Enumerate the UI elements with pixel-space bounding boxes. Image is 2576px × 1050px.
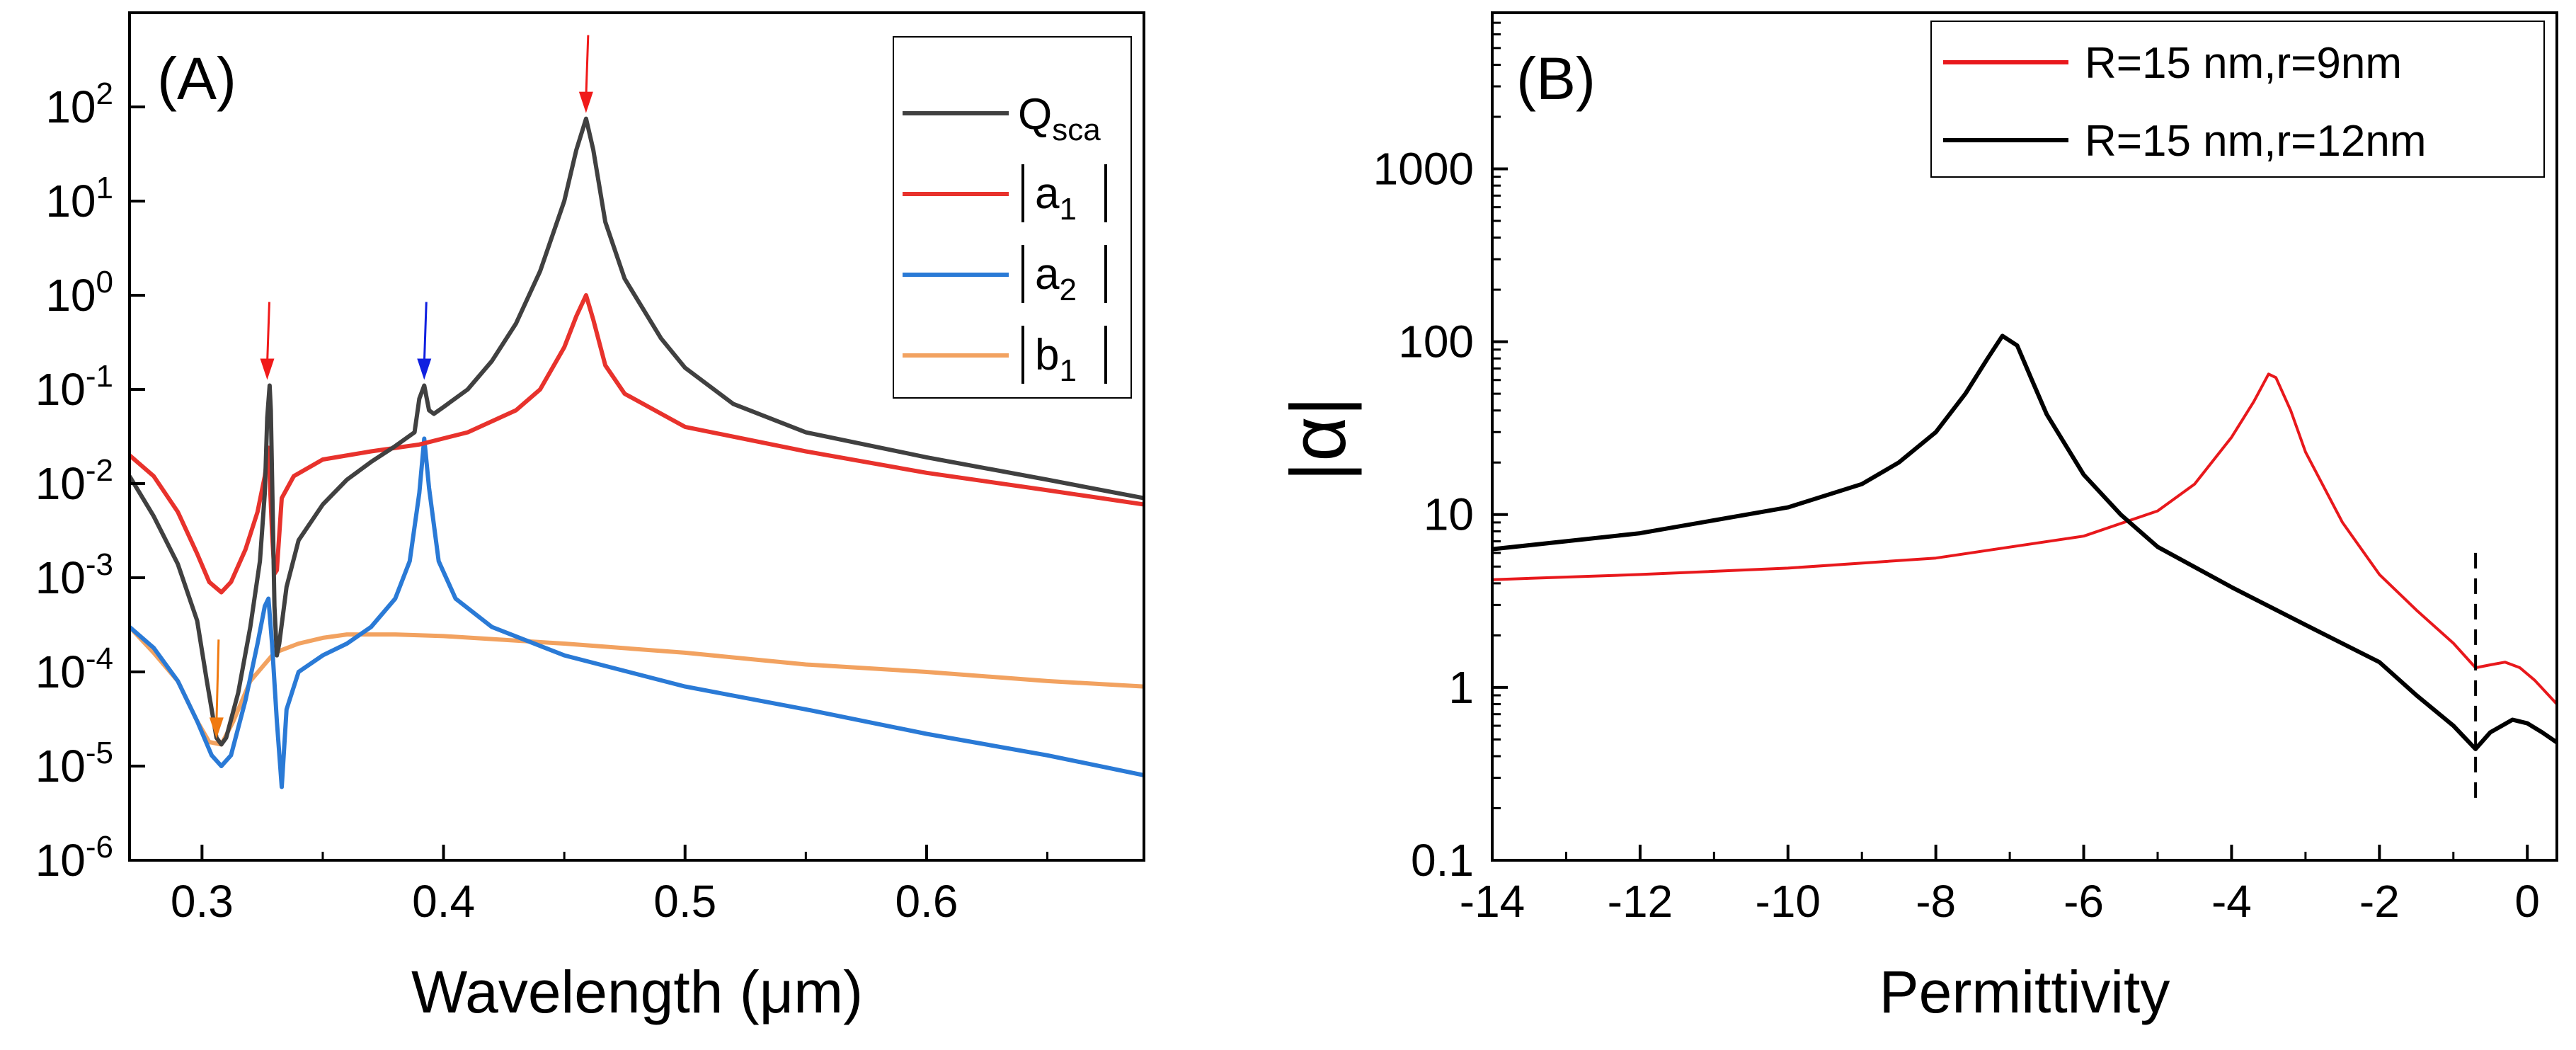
arrow-annotation [260,302,275,380]
panel-a-label: (A) [157,45,236,112]
panel-a-xlabel: Wavelength (μm) [411,959,863,1025]
series-line-r12 [1492,333,2557,751]
y-tick-label: 0.1 [1411,835,1474,886]
y-tick-label: 10 [1424,489,1474,540]
series-line-a2 [130,436,1144,789]
x-tick-label: 0 [2514,876,2540,927]
y-tick-label: 10-2 [35,453,113,509]
panel-a-legend: Qsca a1 a2 b1 [893,36,1132,399]
x-tick-label: -14 [1460,876,1525,927]
panel-a: 0.3 0.4 0.5 0.6 10-6 10-5 10-4 10-3 10-2 10-1 100 1… [35,11,1145,1025]
x-tick-label: 0.4 [412,876,475,927]
panel-a-frame [128,11,1145,862]
legend-label: a1 [1035,169,1077,227]
legend-box [893,36,1132,399]
panel-b-xlabel: Permittivity [1879,959,2170,1025]
arrow-annotation [209,639,224,739]
x-tick-label: -12 [1608,876,1673,927]
series-line-a1 [130,293,1144,595]
x-tick-label: 0.6 [895,876,958,927]
x-tick-label: -10 [1756,876,1821,927]
x-tick-label: 0.5 [653,876,716,927]
y-tick-label: 10-1 [35,359,113,415]
y-tick-label: 10-4 [35,641,113,697]
series-line-Qsca [130,116,1144,747]
panel-b-label: (B) [1516,45,1596,112]
x-tick-label: -6 [2063,876,2104,927]
x-tick-label: -4 [2211,876,2252,927]
x-tick-label: 0.3 [171,876,234,927]
panel-a-ticks: 0.3 0.4 0.5 0.6 10-6 10-5 10-4 10-3 10-2 10-1 100 1… [35,76,1049,927]
panel-b-legend: R=15 nm,r=9nm R=15 nm,r=12nm [1930,21,2545,178]
y-tick-label: 1000 [1373,143,1474,194]
panel-a-series [130,116,1144,789]
y-tick-label: 10-5 [35,736,113,792]
arrow-annotation [578,35,593,113]
panel-a-arrows [209,35,593,739]
panel-b-ticks: -14 -12 -10 -8 -6 -4 -2 0 0.1 1 10 100 1000 [1373,11,2540,927]
y-tick-label: 10-3 [35,547,113,603]
x-tick-label: -8 [1916,876,1956,927]
legend-label: R=15 nm,r=9nm [2085,39,2402,88]
y-tick-label: 102 [45,76,113,132]
legend-box [1930,21,2545,178]
legend-label: R=15 nm,r=12nm [2085,117,2426,166]
y-tick-label: 1 [1448,662,1474,713]
panel-b: -14 -12 -10 -8 -6 -4 -2 0 0.1 1 10 100 1000 (B) Perm… [1275,11,2558,1025]
legend-label: b1 [1035,331,1077,388]
y-tick-label: 100 [45,265,113,321]
series-line-r9 [1492,372,2557,705]
y-tick-label: 10-6 [35,830,113,886]
panel-b-series [1492,333,2557,751]
y-tick-label: 100 [1398,316,1474,367]
y-tick-label: 101 [45,171,113,227]
arrow-annotation [417,302,432,380]
panel-b-frame [1491,11,2558,862]
x-tick-label: -2 [2359,876,2400,927]
legend-label: Qsca [1018,90,1101,147]
legend-label: a2 [1035,250,1077,307]
panel-b-ylabel: |α| [1275,396,1362,482]
series-line-b1 [130,625,1144,747]
